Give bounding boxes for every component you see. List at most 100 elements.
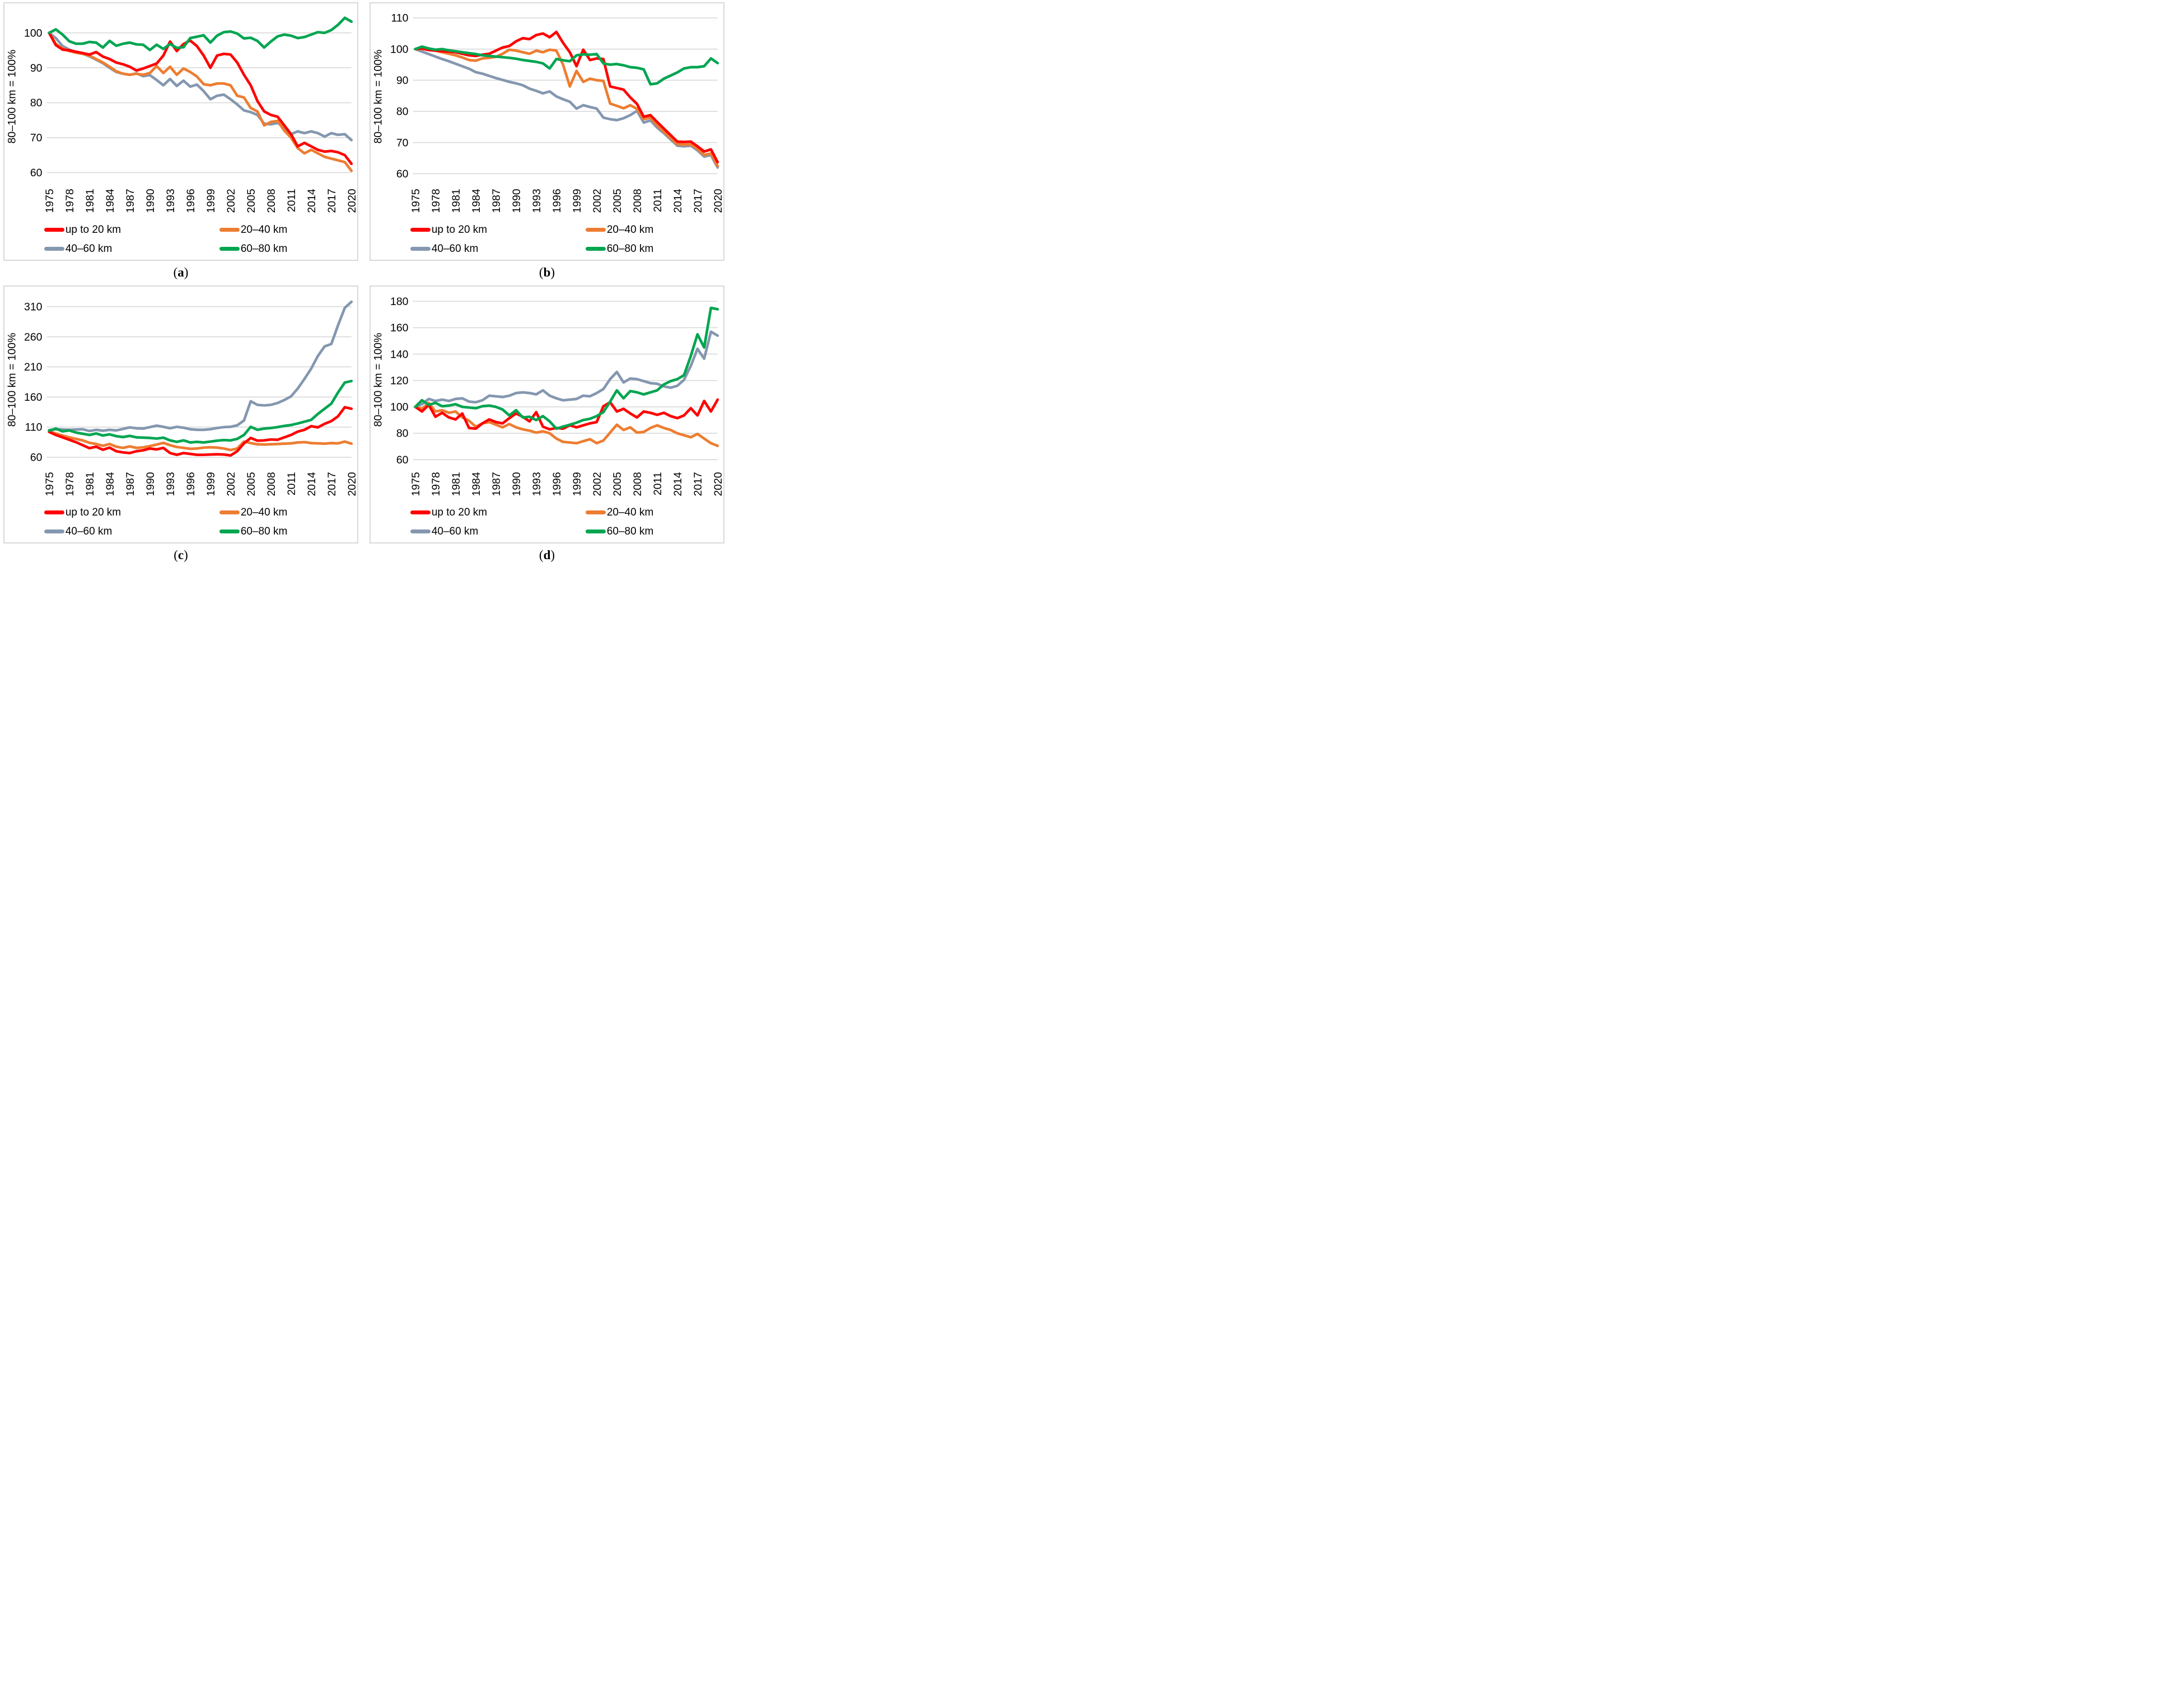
legend-item-40-60-km: 40–60 km bbox=[6, 243, 181, 254]
x-axis-tick-label: 2005 bbox=[245, 472, 258, 496]
y-axis-tick-label: 70 bbox=[396, 137, 409, 149]
series-line-up-to-20-km bbox=[48, 405, 353, 457]
y-axis-tick-label: 80 bbox=[396, 427, 409, 439]
caption-d-letter: d bbox=[543, 548, 551, 562]
x-axis-tick-label: 1993 bbox=[165, 472, 177, 496]
chart-panel-d: 180 160 140 120 100 80 60 1975 1978 1981 1984 1987 1… bbox=[370, 285, 724, 543]
y-axis-tick-label: 60 bbox=[30, 451, 43, 463]
legend-item-20-40-km: 20–40 km bbox=[547, 224, 722, 235]
caption-c: (c) bbox=[174, 543, 188, 563]
series-line-40-60-km bbox=[48, 300, 353, 432]
x-axis-tick-label: 2017 bbox=[692, 472, 704, 496]
legend-item-up-to-20-km: up to 20 km bbox=[6, 224, 181, 235]
x-axis-tick-label: 2014 bbox=[306, 472, 318, 496]
legend-label-20-40-km: 20–40 km bbox=[606, 507, 654, 518]
series-line-60-80-km bbox=[48, 379, 353, 444]
caption-a-close: ) bbox=[184, 265, 189, 279]
x-axis-tick-label: 1987 bbox=[124, 189, 137, 213]
series-line-40-60-km bbox=[414, 330, 719, 408]
x-axis-tick-label: 1984 bbox=[104, 472, 116, 496]
x-axis-tick-label: 2011 bbox=[286, 472, 298, 495]
legend-chip-60-80-km bbox=[585, 246, 606, 251]
legend-item-up-to-20-km: up to 20 km bbox=[372, 507, 547, 518]
figure-grid: 100 90 80 70 60 1975 1978 1981 1984 1987 1990 1993 1… bbox=[0, 0, 728, 567]
x-axis-tick-label: 1996 bbox=[551, 189, 563, 213]
x-axis-tick-label: 2005 bbox=[611, 472, 624, 496]
x-axis-tick-label: 2020 bbox=[346, 189, 356, 213]
legend-chip-40-60-km bbox=[410, 246, 431, 251]
x-axis-tick-label: 2014 bbox=[306, 189, 318, 213]
series-line-20-40-km bbox=[48, 429, 353, 451]
legend-chip-60-80-km bbox=[219, 246, 240, 251]
caption-c-open: ( bbox=[174, 548, 178, 562]
panel-cell-c: 310 260 210 160 110 60 1975 1978 1981 1984 1987 199… bbox=[3, 285, 358, 565]
x-axis-tick-label: 1990 bbox=[144, 189, 157, 213]
legend-item-60-80-km: 60–80 km bbox=[181, 243, 356, 254]
legend-label-60-80-km: 60–80 km bbox=[240, 242, 288, 255]
y-axis-tick-label: 310 bbox=[24, 301, 43, 313]
caption-a-open: ( bbox=[173, 265, 178, 279]
y-axis-tick-label: 110 bbox=[25, 421, 43, 433]
x-axis-tick-label: 2017 bbox=[692, 189, 704, 213]
series-line-up-to-20-km bbox=[414, 30, 719, 164]
x-axis-tick-label: 2020 bbox=[712, 472, 722, 496]
x-axis-tick-label: 2011 bbox=[286, 189, 298, 212]
x-axis-tick-label: 2011 bbox=[652, 472, 664, 495]
y-axis-tick-label: 80 bbox=[30, 97, 43, 109]
caption-a: (a) bbox=[174, 261, 189, 280]
y-axis-tick-label: 60 bbox=[396, 168, 409, 180]
x-axis-tick-label: 1981 bbox=[84, 472, 96, 496]
legend-label-40-60-km: 40–60 km bbox=[431, 242, 479, 255]
caption-b-close: ) bbox=[550, 265, 555, 279]
legend-label-20-40-km: 20–40 km bbox=[606, 223, 654, 236]
x-axis-tick-label: 2002 bbox=[591, 189, 604, 213]
x-axis-tick-label: 1975 bbox=[410, 189, 422, 213]
legend-item-60-80-km: 60–80 km bbox=[547, 526, 722, 537]
x-axis-tick-label: 1999 bbox=[571, 189, 583, 213]
legend-label-up-to-20-km: up to 20 km bbox=[431, 507, 488, 518]
x-axis-tick-label: 2002 bbox=[591, 472, 604, 496]
caption-a-letter: a bbox=[177, 265, 184, 279]
legend-b: up to 20 km 20–40 km 40–60 km 60–80 km bbox=[372, 220, 722, 255]
y-axis-tick-label: 100 bbox=[390, 43, 409, 55]
x-axis-tick-label: 1987 bbox=[124, 472, 137, 496]
x-axis-tick-label: 1978 bbox=[430, 189, 442, 213]
legend-chip-20-40-km bbox=[219, 227, 240, 232]
y-axis-tick-label: 140 bbox=[390, 348, 409, 360]
legend-a: up to 20 km 20–40 km 40–60 km 60–80 km bbox=[6, 220, 356, 255]
legend-label-60-80-km: 60–80 km bbox=[606, 242, 654, 255]
x-axis-tick-label: 2020 bbox=[712, 189, 722, 213]
legend-chip-up-to-20-km bbox=[410, 227, 431, 232]
legend-label-20-40-km: 20–40 km bbox=[240, 507, 288, 518]
caption-b-open: ( bbox=[539, 265, 544, 279]
legend-label-20-40-km: 20–40 km bbox=[240, 223, 288, 236]
legend-item-20-40-km: 20–40 km bbox=[181, 224, 356, 235]
legend-item-up-to-20-km: up to 20 km bbox=[6, 507, 181, 518]
x-axis-tick-label: 1990 bbox=[511, 189, 523, 213]
legend-label-40-60-km: 40–60 km bbox=[431, 526, 479, 537]
legend-chip-40-60-km bbox=[410, 529, 431, 533]
y-axis-title: 80–100 km = 100% bbox=[372, 332, 384, 427]
caption-d-close: ) bbox=[550, 548, 555, 562]
series-line-60-80-km bbox=[414, 306, 719, 430]
x-axis-tick-label: 1999 bbox=[571, 472, 583, 496]
legend-chip-40-60-km bbox=[44, 246, 64, 251]
x-axis-tick-label: 1984 bbox=[470, 472, 483, 496]
y-axis-tick-label: 70 bbox=[30, 132, 43, 144]
legend-label-60-80-km: 60–80 km bbox=[240, 526, 288, 537]
y-axis-title: 80–100 km = 100% bbox=[372, 50, 384, 144]
panel-cell-a: 100 90 80 70 60 1975 1978 1981 1984 1987 1990 1993 1… bbox=[3, 2, 358, 282]
x-axis-tick-label: 2014 bbox=[672, 189, 684, 213]
x-axis-tick-label: 1975 bbox=[44, 189, 56, 213]
legend-chip-20-40-km bbox=[585, 510, 606, 514]
caption-b: (b) bbox=[539, 261, 555, 280]
legend-label-up-to-20-km: up to 20 km bbox=[65, 223, 121, 236]
x-axis-tick-label: 2008 bbox=[265, 472, 278, 496]
y-axis-tick-label: 60 bbox=[396, 453, 409, 466]
legend-item-40-60-km: 40–60 km bbox=[6, 526, 181, 537]
y-axis-tick-label: 100 bbox=[390, 401, 409, 413]
panel-cell-d: 180 160 140 120 100 80 60 1975 1978 1981 1984 1987 1… bbox=[370, 285, 724, 565]
legend-item-up-to-20-km: up to 20 km bbox=[372, 224, 547, 235]
